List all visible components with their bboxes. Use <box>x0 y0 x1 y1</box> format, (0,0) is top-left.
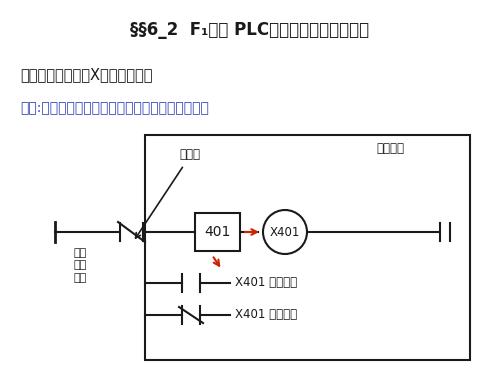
Text: 一、输入继电器（X）编号和功能: 一、输入继电器（X）编号和功能 <box>20 68 152 82</box>
Text: X401: X401 <box>270 225 300 238</box>
Text: 用户
输入
触点: 用户 输入 触点 <box>74 248 86 283</box>
Text: 输入线圈: 输入线圈 <box>376 141 404 154</box>
Text: X401 常闭接点: X401 常闭接点 <box>235 309 297 321</box>
Text: X401 常开接点: X401 常开接点 <box>235 276 297 290</box>
Circle shape <box>263 210 307 254</box>
Text: 功能:与外部输入一一对应，由外部输入信号驱动。: 功能:与外部输入一一对应，由外部输入信号驱动。 <box>20 101 209 115</box>
Text: 401: 401 <box>204 225 231 239</box>
Bar <box>195 213 240 251</box>
Text: 输入端: 输入端 <box>180 148 201 162</box>
Text: §§6_2  F₁系列 PLC内部继电器编号和功能: §§6_2 F₁系列 PLC内部继电器编号和功能 <box>130 21 370 39</box>
Bar <box>145 135 470 360</box>
